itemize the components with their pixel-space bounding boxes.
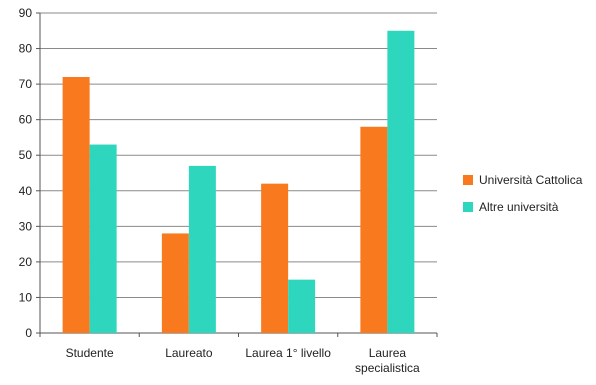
y-tick-label: 30 xyxy=(19,219,33,233)
y-tick-label: 20 xyxy=(19,255,33,269)
legend-label: Altre università xyxy=(479,200,559,214)
y-tick-label: 90 xyxy=(19,6,33,20)
legend-swatch xyxy=(463,202,473,212)
bar xyxy=(188,165,216,333)
axis-labels: 0 10 20 30 40 50 60 70 80 90 Studente Laureato Laure… xyxy=(19,6,420,375)
bars xyxy=(62,30,415,334)
bar xyxy=(62,77,90,333)
legend-swatch xyxy=(463,175,473,185)
bar xyxy=(360,126,388,334)
y-tick-label: 40 xyxy=(19,184,33,198)
bar xyxy=(387,30,415,334)
x-tick-label: Laurea xyxy=(369,346,407,360)
legend-label: Università Cattolica xyxy=(479,173,583,187)
bar xyxy=(261,183,289,333)
y-tick-label: 10 xyxy=(19,290,33,304)
y-tick-label: 80 xyxy=(19,42,33,56)
x-tick-label: Laureato xyxy=(165,346,213,360)
bar xyxy=(288,279,316,333)
legend: Università Cattolica Altre università xyxy=(463,173,583,214)
y-tick-label: 50 xyxy=(19,148,33,162)
bar xyxy=(89,144,117,333)
x-tick-label: specialistica xyxy=(355,361,420,375)
bar xyxy=(161,233,189,333)
y-tick-label: 70 xyxy=(19,77,33,91)
x-tick-label: Laurea 1° livello xyxy=(245,346,331,360)
y-tick-label: 0 xyxy=(25,326,32,340)
x-tick-label: Studente xyxy=(66,346,114,360)
y-tick-label: 60 xyxy=(19,113,33,127)
